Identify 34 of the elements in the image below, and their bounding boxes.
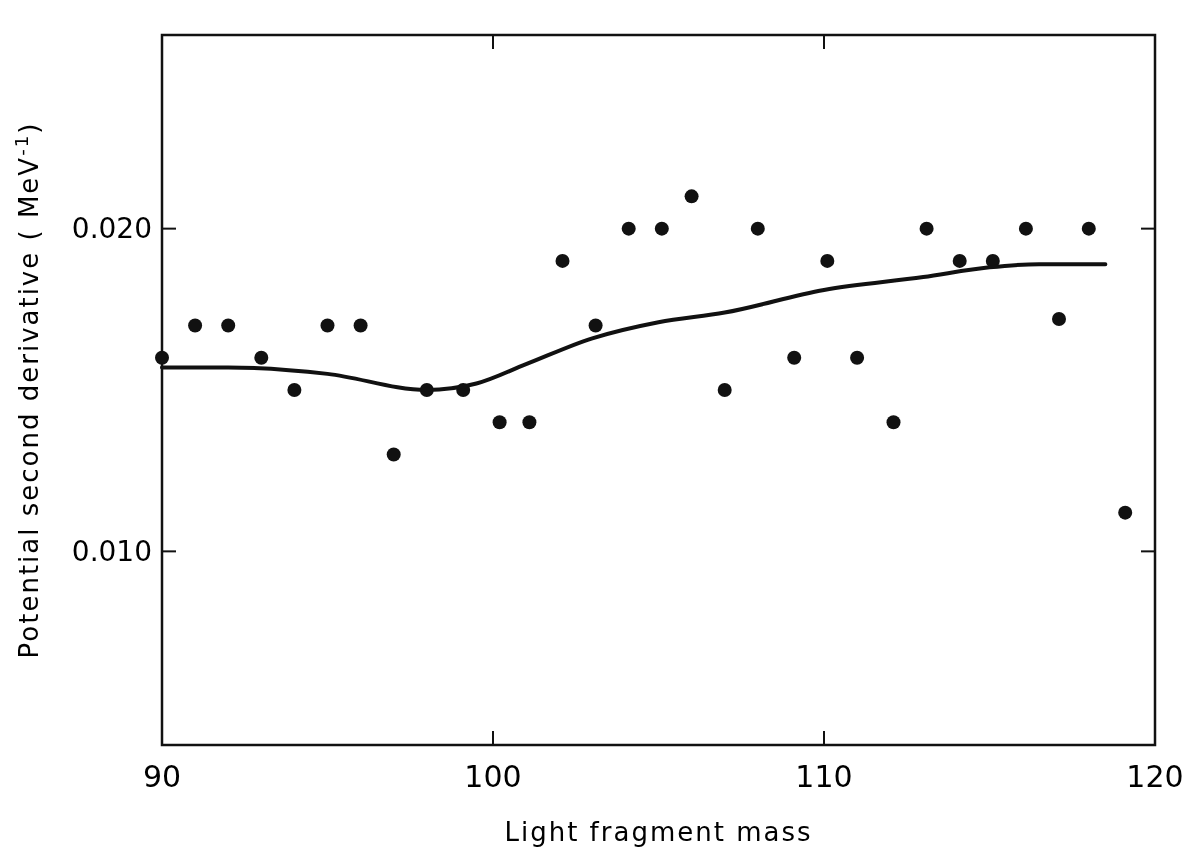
point <box>287 383 302 397</box>
point <box>353 318 368 333</box>
point <box>684 189 699 204</box>
point <box>555 253 570 268</box>
point <box>1118 505 1133 520</box>
x-tick-label: 110 <box>795 759 853 794</box>
point <box>522 415 537 430</box>
point <box>588 318 603 333</box>
point <box>254 350 269 365</box>
point <box>787 350 802 365</box>
point <box>886 415 901 430</box>
point <box>952 253 967 268</box>
x-axis-title: Light fragment mass <box>504 817 813 847</box>
point <box>386 447 401 462</box>
point <box>492 415 507 430</box>
point <box>1081 221 1096 236</box>
point <box>717 383 732 397</box>
point <box>654 221 669 236</box>
point <box>820 253 835 268</box>
point <box>1052 312 1067 326</box>
x-tick-label: 120 <box>1126 759 1182 794</box>
point <box>155 350 169 365</box>
point <box>221 318 236 333</box>
point <box>1018 221 1033 236</box>
y-tick-label: 0.010 <box>71 535 152 569</box>
point <box>320 318 335 333</box>
point <box>188 318 203 333</box>
point <box>750 221 765 236</box>
y-tick-label: 0.020 <box>71 212 152 246</box>
point <box>621 221 636 236</box>
point <box>850 350 865 365</box>
x-tick-label: 100 <box>464 759 522 794</box>
x-tick-label: 90 <box>142 759 182 794</box>
point <box>919 221 934 236</box>
